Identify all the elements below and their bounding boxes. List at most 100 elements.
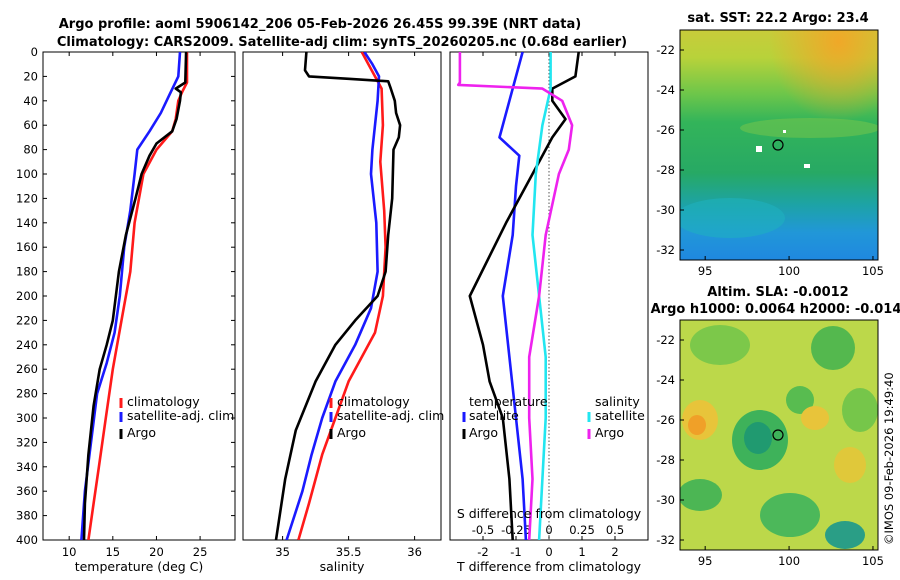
- sla-blob: [680, 479, 722, 511]
- series-temperature-argo: [468, 52, 580, 540]
- depth-tick-label: 260: [16, 362, 38, 376]
- lat-tick-label: -30: [656, 203, 675, 217]
- sla-blob: [825, 521, 865, 549]
- depth-tick-label: 40: [23, 94, 38, 108]
- difference-top-axis: -0.5 -0.25 0 0.25 0.5: [472, 523, 624, 537]
- sla-lon-axis: 95 100 105: [698, 546, 884, 568]
- argo-location-marker: [772, 139, 784, 151]
- salinity-legend: climatology satellite-adj. clim Argo: [329, 394, 444, 440]
- lat-tick-label: -26: [656, 413, 675, 427]
- difference-top-label: S difference from climatology: [457, 506, 642, 521]
- x-tick-label: 2: [611, 545, 618, 559]
- salinity-diff-legend: salinity satellite Argo: [587, 394, 645, 440]
- difference-lines: [456, 52, 580, 540]
- sst-data-gap: [783, 130, 786, 133]
- series-temperature-satellite: [498, 52, 528, 540]
- legend-sal-satellite: satellite: [595, 408, 645, 423]
- series-argo: [274, 52, 402, 540]
- s-diff-tick-label: 0.5: [606, 523, 624, 537]
- depth-tick-label: 180: [16, 265, 38, 279]
- depth-tick-label: 20: [23, 69, 38, 83]
- lat-tick-label: -26: [656, 123, 675, 137]
- sla-title-line1: Altim. SLA: -0.0012: [707, 285, 848, 300]
- sla-blob: [744, 422, 772, 454]
- s-diff-tick-label: 0: [545, 523, 552, 537]
- s-diff-tick-label: -0.5: [472, 523, 494, 537]
- legend-climatology: climatology: [127, 394, 200, 409]
- depth-tick-label: 100: [16, 167, 38, 181]
- sla-blob: [834, 447, 866, 483]
- sst-map: sat. SST: 22.2 Argo: 23.4 -22 -24 -26 -28 -3…: [656, 11, 884, 278]
- sla-blob: [760, 493, 820, 537]
- sla-blob: [842, 388, 878, 432]
- sst-band: [740, 118, 878, 138]
- depth-tick-label: 140: [16, 216, 38, 230]
- x-tick-label: 15: [105, 545, 120, 559]
- lon-tick-label: 100: [778, 554, 800, 568]
- legend-argo: Argo: [337, 425, 366, 440]
- depth-tick-label: 360: [16, 484, 38, 498]
- difference-panel: -2 -1 0 1 2 -0.5 -0.25 0 0.25 0.5 temperature sa…: [449, 51, 649, 574]
- x-tick-label: 0: [545, 545, 552, 559]
- legend-satellite: satellite-adj. clim: [127, 408, 234, 423]
- series-salinity-satellite: [531, 52, 552, 540]
- lat-tick-label: -32: [656, 533, 675, 547]
- depth-tick-label: 80: [23, 143, 38, 157]
- difference-xlabel: T difference from climatology: [456, 559, 642, 574]
- lat-tick-label: -32: [656, 243, 675, 257]
- depth-tick-label: 120: [16, 191, 38, 205]
- depth-tick-label: 380: [16, 509, 38, 523]
- sst-data-gap: [756, 146, 762, 152]
- temperature-legend: climatology satellite-adj. clim Argo: [119, 394, 234, 440]
- sst-map-title: sat. SST: 22.2 Argo: 23.4: [687, 11, 868, 26]
- depth-tick-label: 340: [16, 460, 38, 474]
- lon-tick-label: 100: [778, 264, 800, 278]
- sst-data-gap: [804, 164, 810, 168]
- salinity-lines: [274, 52, 402, 540]
- sla-blob: [801, 406, 829, 430]
- depth-tick-label: 200: [16, 289, 38, 303]
- legend-sal-argo: Argo: [595, 425, 624, 440]
- x-tick-label: 35: [275, 545, 290, 559]
- depth-tick-label: 320: [16, 435, 38, 449]
- lon-tick-label: 105: [862, 554, 884, 568]
- x-tick-label: 10: [62, 545, 77, 559]
- lat-tick-label: -22: [656, 333, 675, 347]
- depth-tick-label: 400: [16, 533, 38, 547]
- legend-argo: Argo: [127, 425, 156, 440]
- salinity-panel: 35 35.5 36 climatology satellite-adj. clim…: [242, 51, 444, 574]
- sst-lat-axis: -22 -24 -26 -28 -30 -32: [656, 43, 684, 257]
- sla-map-image: [680, 320, 878, 550]
- lat-tick-label: -22: [656, 43, 675, 57]
- depth-tick-label: 300: [16, 411, 38, 425]
- temperature-xlabel: temperature (deg C): [75, 559, 204, 574]
- copyright-stamp: ©IMOS 09-Feb-2026 19:49:40: [882, 372, 896, 545]
- sst-cool-patch: [680, 198, 785, 238]
- x-tick-label: 25: [193, 545, 208, 559]
- x-tick-label: 1: [578, 545, 585, 559]
- s-diff-tick-label: 0.25: [569, 523, 595, 537]
- s-diff-tick-label: -0.25: [501, 523, 531, 537]
- salinity-x-axis: 35 35.5 36: [275, 52, 422, 559]
- depth-tick-label: 60: [23, 118, 38, 132]
- depth-tick-label: 160: [16, 240, 38, 254]
- temperature-panel: 0204060801001201401601802002202402602803…: [16, 45, 648, 574]
- sst-map-image: [680, 30, 878, 260]
- lon-tick-label: 95: [698, 554, 713, 568]
- legend-salinity-header: salinity: [595, 394, 640, 409]
- sla-title-line2: Argo h1000: 0.0064 h2000: -0.014: [651, 302, 900, 317]
- temperature-diff-legend: temperature satellite Argo: [462, 394, 548, 440]
- series-satellite-adj-clim: [285, 52, 381, 540]
- sla-blob: [688, 415, 706, 435]
- chart-title-line1: Argo profile: aoml 5906142_206 05-Feb-20…: [59, 17, 581, 32]
- sla-blob: [786, 386, 814, 414]
- chart-title-line2: Climatology: CARS2009. Satellite-adj cli…: [57, 35, 627, 50]
- depth-tick-label: 280: [16, 387, 38, 401]
- depth-tick-label: 240: [16, 338, 38, 352]
- legend-temperature-header: temperature: [469, 394, 548, 409]
- sla-lat-axis: -22 -24 -26 -28 -30 -32: [656, 333, 684, 547]
- depth-tick-label: 0: [31, 45, 38, 59]
- legend-satellite: satellite-adj. clim: [337, 408, 444, 423]
- salinity-xlabel: salinity: [320, 559, 365, 574]
- temperature-axes: [42, 51, 236, 541]
